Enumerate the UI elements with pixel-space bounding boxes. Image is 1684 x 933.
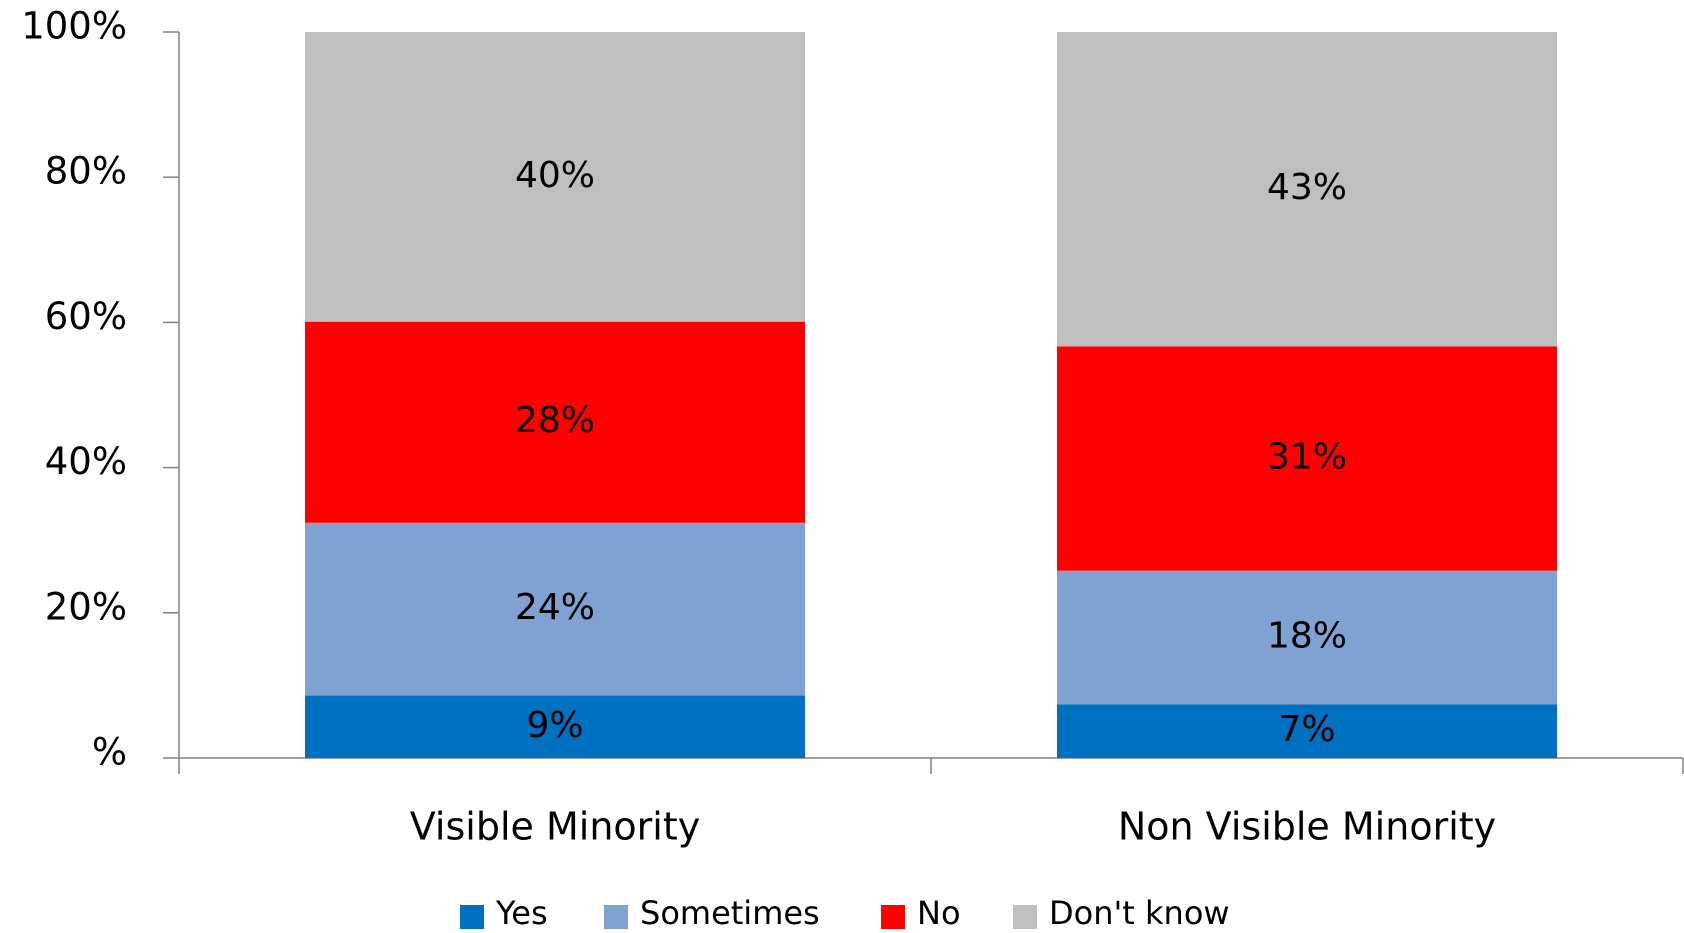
bar-segment xyxy=(1057,704,1557,758)
bar-segment xyxy=(1057,346,1557,571)
legend-swatch xyxy=(1013,905,1037,929)
x-tick-label: Visible Minority xyxy=(410,805,700,849)
value-label: 28% xyxy=(515,400,595,441)
legend-label: Sometimes xyxy=(640,894,820,932)
bar-segment xyxy=(305,695,805,758)
bar-segment xyxy=(305,522,805,696)
legend-label: Don't know xyxy=(1049,894,1230,932)
y-tick-label: 60% xyxy=(45,295,127,338)
legend-label: Yes xyxy=(495,894,548,932)
y-tick-label: 80% xyxy=(45,150,127,193)
y-tick-label: 40% xyxy=(45,440,127,483)
bar-segment xyxy=(305,321,805,523)
y-tick-label: 20% xyxy=(45,585,127,628)
value-label: 43% xyxy=(1267,167,1347,208)
bar-segment xyxy=(1057,32,1557,347)
value-label: 7% xyxy=(1278,709,1335,750)
legend-swatch xyxy=(460,905,484,929)
value-label: 40% xyxy=(515,155,595,196)
legend-swatch xyxy=(881,905,905,929)
y-tick-label: % xyxy=(92,731,127,774)
y-tick-label: 100% xyxy=(21,5,127,48)
value-label: 18% xyxy=(1267,615,1347,656)
legend-swatch xyxy=(604,905,628,929)
value-label: 24% xyxy=(515,587,595,628)
value-label: 9% xyxy=(526,705,583,746)
bar-segment xyxy=(1057,570,1557,705)
legend-label: No xyxy=(917,894,961,932)
bar-segment xyxy=(305,32,805,322)
x-tick-label: Non Visible Minority xyxy=(1118,805,1496,849)
value-label: 31% xyxy=(1267,437,1347,478)
